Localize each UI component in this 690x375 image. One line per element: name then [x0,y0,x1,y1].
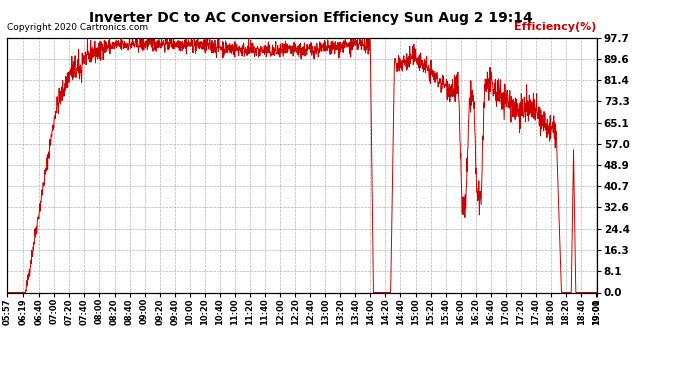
Text: Efficiency(%): Efficiency(%) [515,22,597,32]
Text: Copyright 2020 Cartronics.com: Copyright 2020 Cartronics.com [7,23,148,32]
Text: Inverter DC to AC Conversion Efficiency Sun Aug 2 19:14: Inverter DC to AC Conversion Efficiency … [88,11,533,25]
